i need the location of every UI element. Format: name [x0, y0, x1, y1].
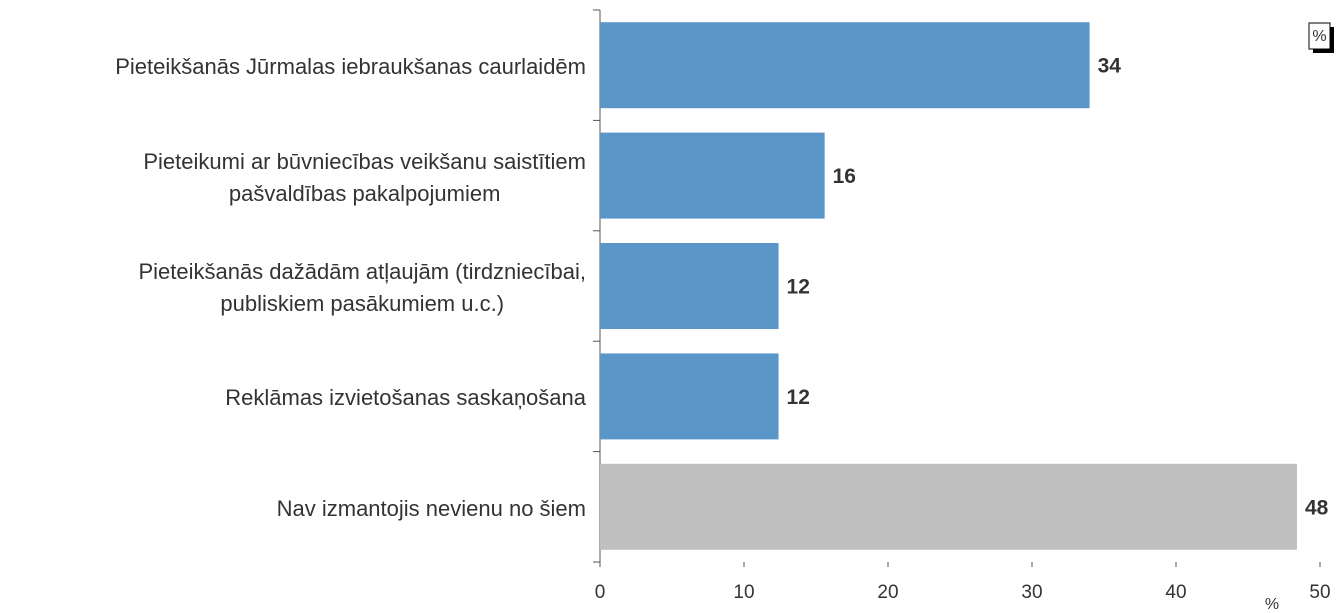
x-tick-label: 10 [733, 582, 754, 603]
bar [600, 132, 825, 219]
category-label: Reklāmas izvietošanas saskaņošana [225, 385, 586, 411]
value-label: 12 [787, 386, 810, 409]
value-label: 16 [833, 165, 856, 188]
category-label: Pieteikumi ar būvniecības veikšanu saist… [143, 148, 586, 206]
category-label: Nav izmantojis nevienu no šiem [276, 495, 586, 521]
category-label: Pieteikšanās dažādām atļaujām (tirdzniec… [138, 259, 586, 316]
x-tick-label: 20 [877, 582, 898, 603]
bar [600, 243, 779, 329]
unit-box-label: % [1312, 28, 1326, 45]
bar [600, 353, 779, 440]
value-label: 34 [1098, 55, 1122, 78]
bar [600, 463, 1297, 550]
unit-box [1308, 22, 1331, 50]
x-axis-label: % [1265, 596, 1279, 613]
x-tick-label: 0 [595, 582, 606, 603]
x-tick-label: 50 [1309, 582, 1330, 603]
x-tick-label: 30 [1021, 582, 1042, 603]
x-tick-label: 40 [1165, 582, 1186, 603]
category-label: Pieteikšanās Jūrmalas iebraukšanas caurl… [115, 54, 586, 80]
value-label: 12 [787, 276, 810, 299]
value-label: 48 [1305, 496, 1329, 519]
bar [600, 22, 1090, 109]
